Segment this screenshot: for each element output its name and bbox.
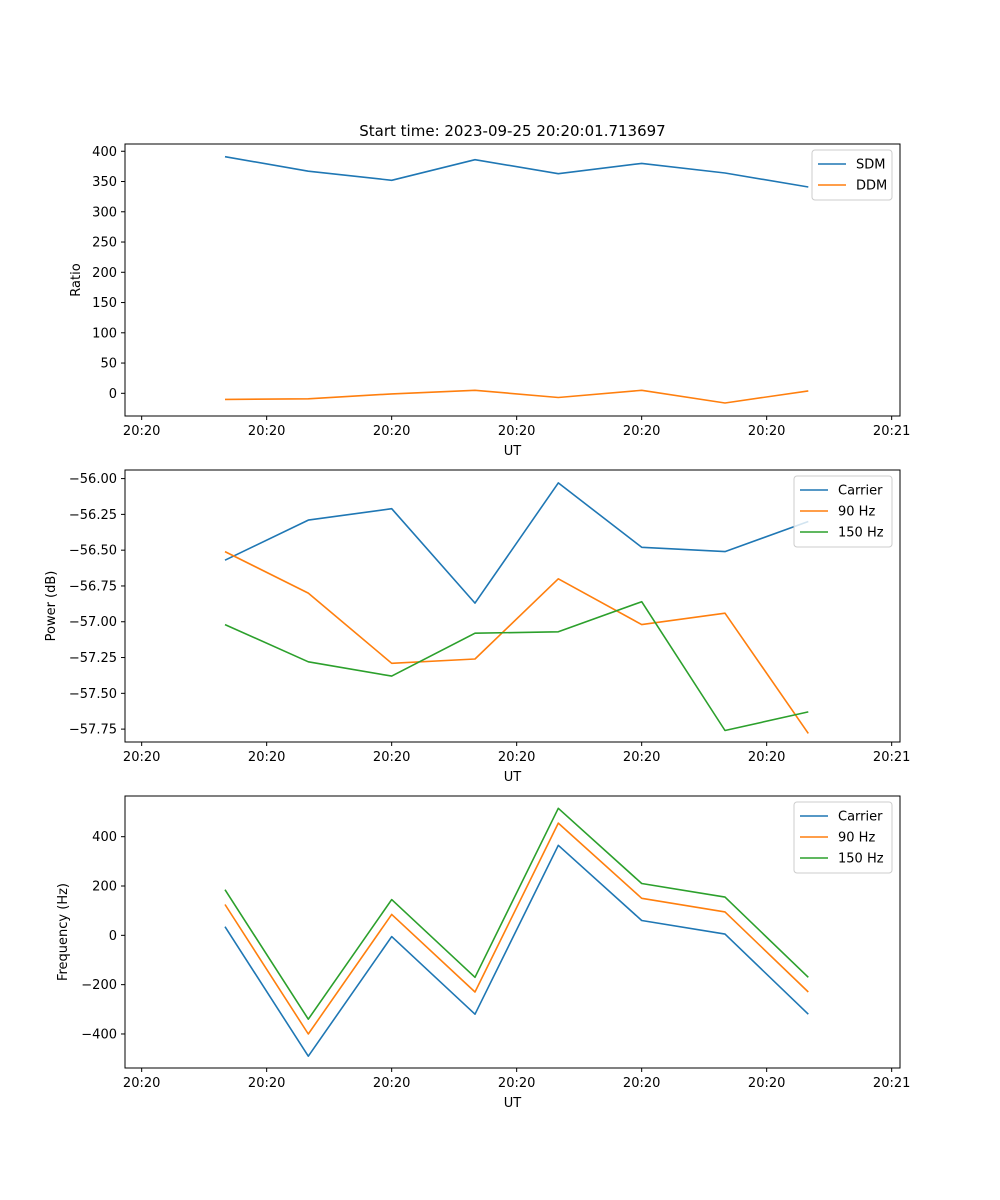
- chart-2-axes-frame: [124, 469, 901, 743]
- chart-1-series-2-line: [224, 389, 809, 404]
- chart-2-x-tick-label: 20:20: [623, 750, 660, 765]
- chart-2-series-2-line: [224, 550, 809, 734]
- chart-1-x-axis-label: UT: [504, 444, 522, 459]
- chart-1: 20:20 20:20 20:20 20:20 20:20 20:20 20:21 0 50 10…: [69, 143, 910, 459]
- chart-2: 20:20 20:20 20:20 20:20 20:20 20:20 20:21 −56.0…: [44, 469, 910, 785]
- chart-2-series-1-line: [224, 482, 809, 604]
- chart-3-x-axis-label: UT: [504, 1096, 522, 1111]
- chart-3-x-tick-label: 20:20: [748, 1076, 785, 1091]
- chart-1-x-tick-label: 20:20: [123, 424, 160, 439]
- chart-1-x-tick-label: 20:20: [498, 424, 535, 439]
- chart-3-legend-label: 150 Hz: [838, 852, 884, 867]
- chart-3-series-3-line: [224, 807, 809, 1021]
- chart-2-legend-label: 90 Hz: [838, 505, 875, 520]
- chart-1-y-tick-label: 250: [92, 236, 117, 251]
- chart-3-legend-label: 90 Hz: [838, 831, 875, 846]
- chart-2-x-tick-label: 20:20: [248, 750, 285, 765]
- chart-3: 20:20 20:20 20:20 20:20 20:20 20:20 20:21 −400 −…: [56, 795, 910, 1111]
- chart-3-x-tick-label: 20:20: [373, 1076, 410, 1091]
- chart-3-axes-frame: [124, 795, 901, 1069]
- chart-2-y-tick-label: −56.25: [69, 508, 117, 523]
- chart-1-y-tick-label: 400: [92, 145, 117, 160]
- chart-3-y-tick-label: 0: [109, 929, 117, 944]
- chart-1-legend-box: [811, 149, 893, 201]
- chart-2-x-tick-label: 20:20: [123, 750, 160, 765]
- chart-2-x-tick-label: 20:20: [498, 750, 535, 765]
- chart-1-legend-label: DDM: [856, 179, 887, 194]
- chart-2-y-axis-label: Power (dB): [44, 571, 59, 642]
- chart-3-y-tick-label: 400: [92, 830, 117, 845]
- chart-2-y-tick-label: −57.50: [69, 687, 117, 702]
- chart-2-y-tick-label: −57.75: [69, 723, 117, 738]
- chart-3-x-tick-label: 20:20: [248, 1076, 285, 1091]
- chart-3-series-1-line: [224, 844, 809, 1057]
- chart-3-y-tick-label: 200: [92, 880, 117, 895]
- chart-1-legend: SDM DDM: [811, 149, 893, 201]
- chart-1-y-tick-label: 300: [92, 205, 117, 220]
- chart-1-y-tick-label: 200: [92, 266, 117, 281]
- chart-2-x-axis-label: UT: [504, 770, 522, 785]
- chart-3-legend-box: [793, 801, 893, 874]
- chart-3-y-tick-label: −200: [81, 978, 117, 993]
- chart-3-x-tick-label: 20:20: [123, 1076, 160, 1091]
- chart-2-y-tick-label: −56.00: [69, 472, 117, 487]
- chart-1-x-tick-label: 20:21: [873, 424, 910, 439]
- chart-2-x-tick-label: 20:21: [873, 750, 910, 765]
- chart-2-x-tick-label: 20:20: [748, 750, 785, 765]
- chart-2-legend-label: 150 Hz: [838, 526, 884, 541]
- chart-3-series-2-line: [224, 822, 809, 1035]
- chart-1-series-1-line: [224, 155, 809, 188]
- chart-2-y-tick-label: −56.75: [69, 579, 117, 594]
- chart-1-y-axis-label: Ratio: [69, 263, 84, 296]
- chart-1-x-tick-label: 20:20: [748, 424, 785, 439]
- chart-1-y-tick-label: 50: [100, 357, 117, 372]
- chart-1-y-tick-label: 100: [92, 326, 117, 341]
- chart-1-x-tick-label: 20:20: [373, 424, 410, 439]
- chart-1-y-tick-label: 0: [109, 387, 117, 402]
- chart-1-x-tick-label: 20:20: [623, 424, 660, 439]
- chart-2-legend: Carrier 90 Hz 150 Hz: [793, 475, 893, 548]
- chart-2-legend-box: [793, 475, 893, 548]
- chart-2-series-3-line: [224, 600, 809, 732]
- chart-2-y-tick-label: −56.50: [69, 544, 117, 559]
- chart-3-x-tick-label: 20:20: [498, 1076, 535, 1091]
- chart-1-legend-label: SDM: [856, 158, 885, 173]
- chart-1-x-tick-label: 20:20: [248, 424, 285, 439]
- chart-2-legend-label: Carrier: [838, 484, 883, 499]
- chart-3-legend-label: Carrier: [838, 810, 883, 825]
- chart-2-y-tick-label: −57.25: [69, 651, 117, 666]
- chart-3-x-tick-label: 20:21: [873, 1076, 910, 1091]
- chart-1-y-tick-label: 150: [92, 296, 117, 311]
- chart-3-y-tick-label: −400: [81, 1027, 117, 1042]
- chart-3-y-axis-label: Frequency (Hz): [56, 883, 71, 981]
- chart-3-legend: Carrier 90 Hz 150 Hz: [793, 801, 893, 874]
- chart-2-x-tick-label: 20:20: [373, 750, 410, 765]
- chart-2-y-tick-label: −57.00: [69, 615, 117, 630]
- figure-title: Start time: 2023-09-25 20:20:01.713697: [359, 122, 665, 140]
- chart-1-y-tick-label: 350: [92, 175, 117, 190]
- chart-1-axes-frame: [124, 143, 901, 417]
- chart-3-x-tick-label: 20:20: [623, 1076, 660, 1091]
